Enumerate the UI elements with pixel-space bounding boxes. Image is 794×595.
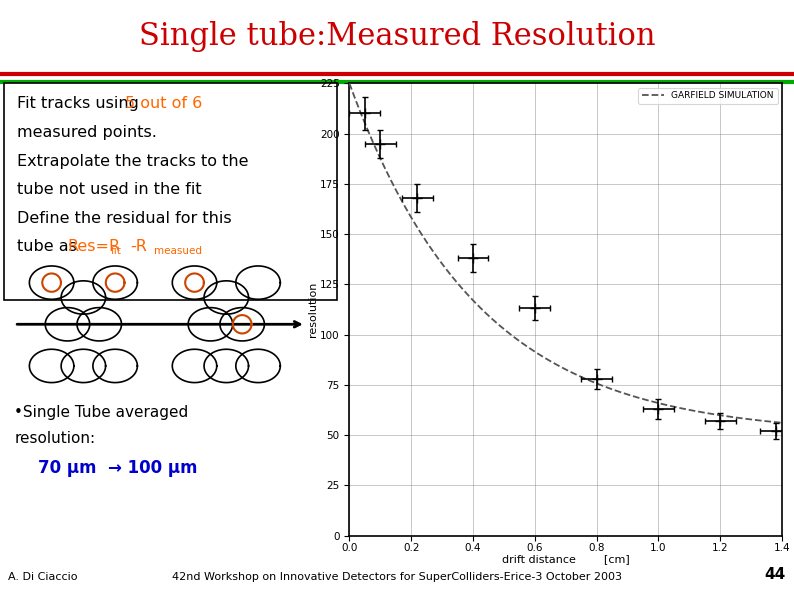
Text: measued: measued [154, 246, 202, 256]
Text: -R: -R [130, 239, 147, 254]
FancyBboxPatch shape [4, 83, 337, 300]
Text: 42nd Workshop on Innovative Detectors for SuperColliders-Erice-3 October 2003: 42nd Workshop on Innovative Detectors fo… [172, 572, 622, 582]
Y-axis label: resolution: resolution [308, 281, 318, 337]
Text: fit: fit [111, 246, 122, 256]
Text: A. Di Ciaccio: A. Di Ciaccio [8, 572, 78, 582]
Text: Res=R: Res=R [67, 239, 121, 254]
Text: resolution:: resolution: [14, 431, 95, 446]
Text: Extrapolate the tracks to the: Extrapolate the tracks to the [17, 154, 249, 168]
Text: Fit tracks using: Fit tracks using [17, 96, 145, 111]
Text: Garfield Simulation: Garfield Simulation [366, 461, 547, 479]
Text: •Single Tube averaged: •Single Tube averaged [14, 405, 188, 419]
Text: Single tube:Measured Resolution: Single tube:Measured Resolution [139, 21, 655, 52]
Text: 5 out of 6: 5 out of 6 [125, 96, 202, 111]
Legend: GARFIELD SIMULATION: GARFIELD SIMULATION [638, 88, 777, 104]
Text: 44: 44 [765, 567, 786, 582]
FancyBboxPatch shape [357, 449, 556, 494]
Text: tube as: tube as [17, 239, 83, 254]
Text: 70 μm  → 100 μm: 70 μm → 100 μm [38, 459, 198, 477]
Text: tube not used in the fit: tube not used in the fit [17, 182, 202, 197]
X-axis label: drift distance        [cm]: drift distance [cm] [502, 555, 630, 565]
Text: Define the residual for this: Define the residual for this [17, 211, 232, 226]
Text: measured points.: measured points. [17, 125, 157, 140]
